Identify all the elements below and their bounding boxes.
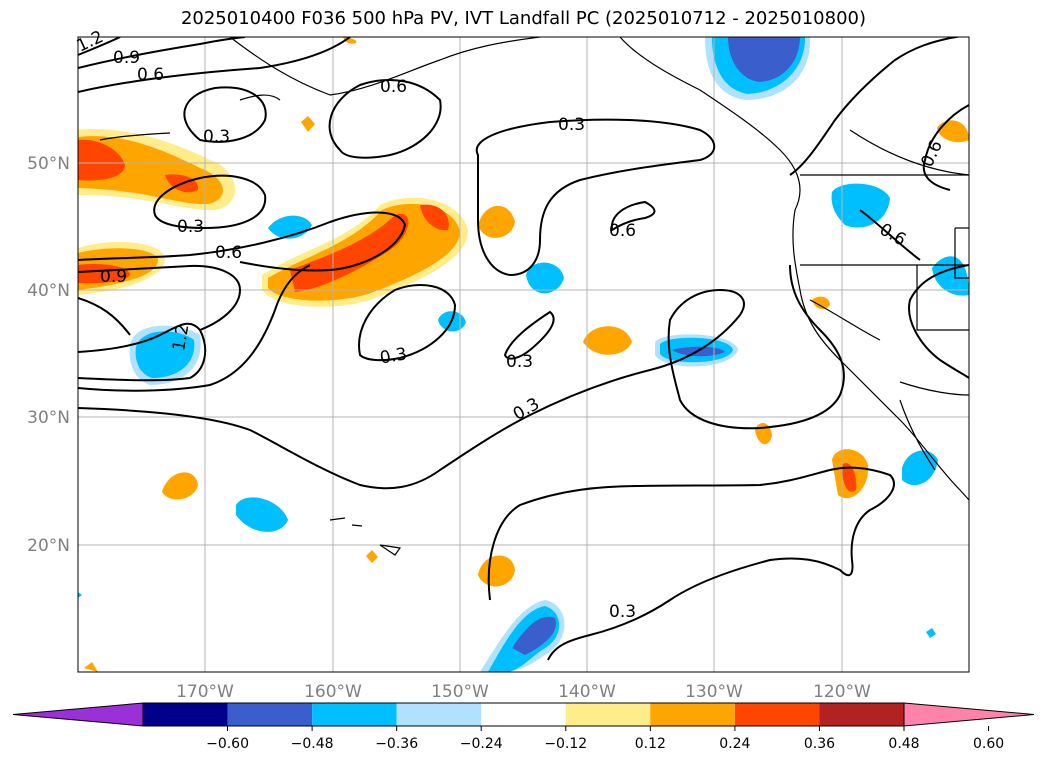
colorbar-tick-label: −0.12 [544,736,587,752]
colorbar-bin [650,703,735,726]
contour-label: 0.3 [378,344,408,368]
contour-label: 0.3 [506,352,533,372]
colorbar-tick-label: 0.24 [719,736,750,752]
contour-label: 0.6 [380,77,407,97]
colorbar-tick-label: −0.24 [460,736,503,752]
colorbar-tick-label: −0.48 [291,736,334,752]
positive-anomaly-west [78,129,236,211]
colorbar-tick-label: −0.36 [375,736,418,752]
contour-label: 1.2 [169,322,193,352]
map-title: 2025010400 F036 500 hPa PV, IVT Landfall… [180,8,867,29]
lon-label-170w: 170°W [176,682,234,702]
pv-contours [78,37,969,661]
contour-label: 0.6 [876,220,909,251]
colorbar-extension-low [12,702,144,727]
colorbar-bin [312,703,397,726]
colorbar-tick-label: 0.36 [804,736,835,752]
colorbar-tick-label: 0.12 [635,736,666,752]
colorbar: −0.60 −0.48 −0.36 −0.24 −0.12 0.12 0.24 0.36 0.4… [12,702,1035,752]
lon-label-120w: 120°W [813,682,871,702]
colorbar-bin [819,703,904,726]
contour-label: 0.3 [558,115,585,135]
colorbar-extension-high [903,702,1035,727]
lat-label-20n: 20°N [27,536,70,556]
lat-label-50n: 50°N [27,154,70,174]
colorbar-bin [734,703,820,726]
lon-label-160w: 160°W [304,682,362,702]
colorbar-tick-label: 0.48 [888,736,919,752]
colorbar-bin [396,703,482,726]
positive-anomaly-central [262,197,469,307]
colorbar-tick-label: 0.60 [973,736,1004,752]
colorbar-bin [227,703,313,726]
colorbar-frame [142,702,905,727]
colorbar-tick-label: −0.60 [206,736,249,752]
contour-label: 0.3 [510,394,543,425]
contour-label: 0.3 [609,602,636,622]
longitude-labels: 170°W 160°W 150°W 140°W 130°W 120°W [176,682,871,702]
lat-label-40n: 40°N [27,281,70,301]
lon-label-140w: 140°W [558,682,616,702]
lat-label-30n: 30°N [27,408,70,428]
colorbar-bin [565,703,651,726]
colorbar-bin [143,703,228,726]
contour-label: 0.9 [100,267,127,287]
latitude-labels: 50°N 40°N 30°N 20°N [27,154,70,556]
shaded-field [78,37,969,672]
contour-label: 0.6 [215,243,242,263]
positive-anomaly-small [84,37,969,672]
contour-label: 0.6 [137,65,164,85]
contour-label: 0.3 [203,127,230,147]
plot-frame [77,36,970,673]
contour-label: 0.6 [609,221,636,241]
lon-label-130w: 130°W [685,682,743,702]
contour-label: 0.9 [113,48,140,68]
colorbar-bin [481,703,566,726]
lon-label-150w: 150°W [431,682,489,702]
contour-label: 0.3 [177,217,204,237]
contour-label: 1.2 [74,27,107,57]
